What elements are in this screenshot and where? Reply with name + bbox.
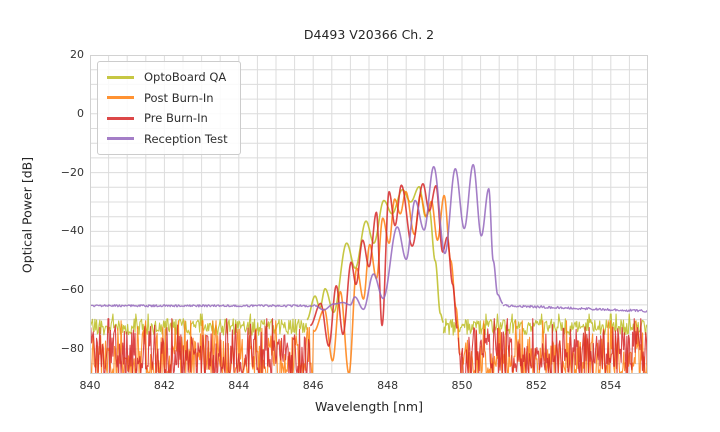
y-tick-label: −80 — [60, 342, 84, 355]
chart-title: D4493 V20366 Ch. 2 — [303, 27, 435, 42]
legend-item-pre-burn-in: Pre Burn-In — [107, 108, 228, 129]
y-tick-label: −40 — [60, 224, 84, 238]
x-tick-label: 840 — [79, 379, 101, 392]
x-tick-label: 842 — [153, 379, 175, 392]
x-tick-label: 846 — [302, 379, 324, 392]
x-tick-label: 850 — [451, 379, 473, 392]
y-axis-label: Optical Power [dB] — [19, 156, 35, 274]
legend-item-post-burn-in: Post Burn-In — [107, 88, 228, 109]
series-line-pre-burn-in — [457, 318, 648, 374]
legend: OptoBoard QA Post Burn-In Pre Burn-In Recep… — [97, 61, 241, 155]
legend-item-reception-test: Reception Test — [107, 129, 228, 150]
series-line-reception-test — [90, 304, 316, 308]
legend-line-swatch — [107, 137, 134, 141]
x-tick-label: 854 — [600, 379, 622, 392]
legend-label: Reception Test — [144, 131, 228, 146]
y-tick-label: 20 — [70, 48, 84, 61]
series-line-pre-burn-in — [309, 182, 458, 347]
series-line-optoboard-qa — [442, 313, 648, 336]
series-line-reception-test — [502, 304, 648, 313]
series-line-reception-test — [314, 163, 504, 311]
legend-line-swatch — [107, 116, 134, 120]
plot-frame — [90, 55, 648, 374]
legend-item-optoboard-qa: OptoBoard QA — [107, 67, 228, 88]
x-tick-label: 848 — [377, 379, 399, 392]
y-tick-label: −60 — [60, 283, 84, 297]
series-line-optoboard-qa — [90, 313, 308, 336]
legend-label: Post Burn-In — [144, 90, 214, 105]
legend-line-swatch — [107, 96, 134, 100]
series-line-pre-burn-in — [90, 318, 311, 374]
x-tick-label: 852 — [525, 379, 547, 392]
legend-line-swatch — [107, 75, 134, 79]
series-line-post-burn-in — [90, 320, 314, 374]
legend-label: Pre Burn-In — [144, 111, 208, 126]
x-axis-label: Wavelength [nm] — [315, 399, 423, 414]
y-tick-label: 0 — [77, 106, 84, 120]
x-tick-label: 844 — [228, 379, 250, 392]
legend-label: OptoBoard QA — [144, 70, 227, 85]
y-tick-label: −20 — [60, 165, 84, 179]
